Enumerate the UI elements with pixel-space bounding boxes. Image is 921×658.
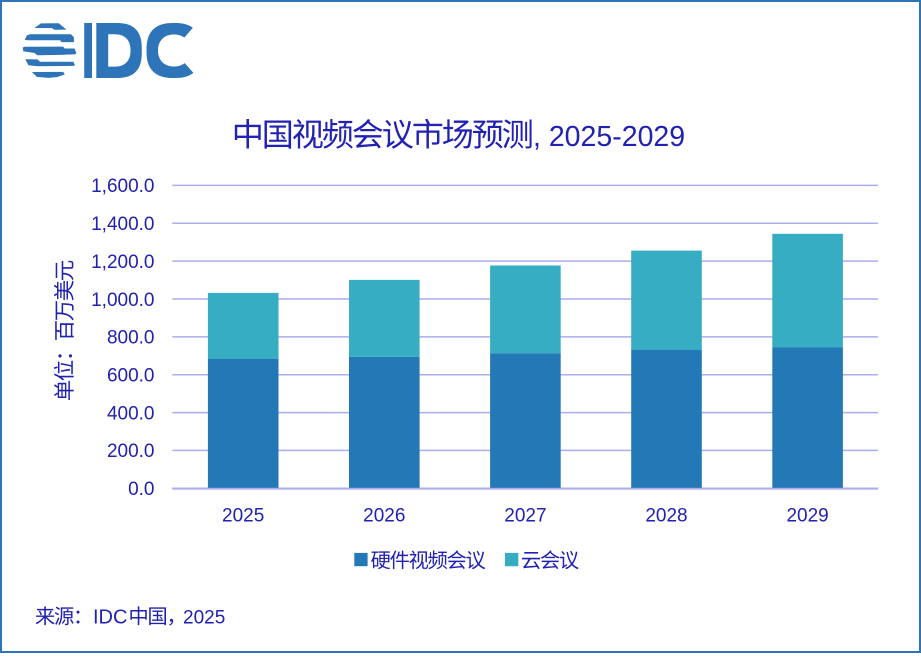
svg-text:1,000.0: 1,000.0 [91, 290, 154, 311]
svg-text:2026: 2026 [363, 506, 405, 527]
svg-text:2025: 2025 [183, 608, 225, 629]
svg-text:2025: 2025 [222, 506, 264, 527]
svg-text:600.0: 600.0 [107, 366, 155, 387]
svg-text:800.0: 800.0 [107, 328, 155, 349]
svg-text:200.0: 200.0 [107, 441, 155, 462]
svg-text:1,200.0: 1,200.0 [91, 252, 154, 273]
svg-text:0.0: 0.0 [128, 479, 154, 500]
svg-text:2027: 2027 [504, 506, 546, 527]
svg-text:IDC: IDC [93, 607, 127, 629]
svg-text:1,400.0: 1,400.0 [91, 214, 154, 235]
svg-text:400.0: 400.0 [107, 403, 155, 424]
svg-text:2028: 2028 [645, 506, 687, 527]
svg-text:, 2025-2029: , 2025-2029 [533, 121, 685, 153]
svg-text:2029: 2029 [786, 506, 828, 527]
svg-text:1,600.0: 1,600.0 [91, 176, 154, 197]
